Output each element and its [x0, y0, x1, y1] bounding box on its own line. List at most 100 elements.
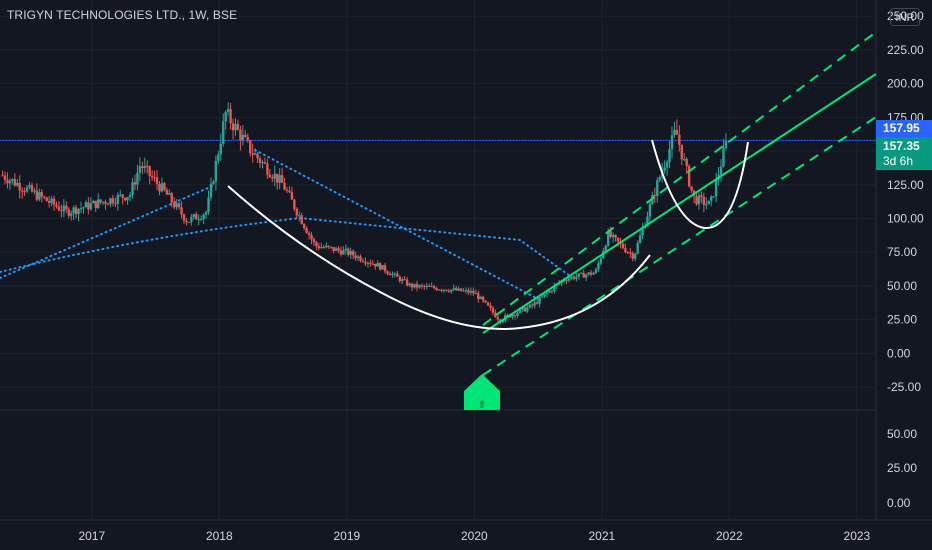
candle-body — [190, 216, 193, 223]
candle-body — [584, 274, 588, 278]
candle-body — [580, 272, 583, 274]
candle-body — [575, 276, 578, 279]
candle-body — [275, 173, 279, 183]
candle-body — [428, 285, 431, 287]
price-tick-label: 75.00 — [887, 245, 917, 259]
candle-body — [327, 245, 330, 247]
candle-body — [89, 203, 93, 210]
candle-body — [410, 283, 414, 288]
candle-body — [298, 215, 301, 217]
time-tick-label: 2023 — [844, 529, 871, 543]
candle-body — [472, 290, 475, 294]
time-axis[interactable]: 2017 2018 2019 2020 2021 2022 2023 — [78, 529, 870, 543]
candle-body — [84, 202, 88, 208]
candle-body — [638, 235, 642, 244]
candle-body — [359, 256, 362, 261]
drawing-overlays — [227, 31, 877, 376]
candle-body — [67, 209, 70, 216]
time-tick-label: 2019 — [333, 529, 360, 543]
candle-body — [425, 285, 428, 287]
candle-body — [119, 194, 122, 196]
channel-midline — [482, 73, 877, 334]
candle-body — [486, 302, 490, 306]
candle-body — [182, 214, 186, 221]
candle-body — [423, 285, 426, 287]
candle-body — [337, 248, 340, 251]
candle-body — [663, 167, 666, 171]
candle-body — [172, 202, 176, 208]
candle-body — [491, 307, 495, 313]
candle-body — [94, 200, 97, 209]
candle-body — [290, 191, 294, 200]
candle-body — [707, 200, 710, 205]
candle-body — [160, 183, 164, 192]
candle-body — [3, 175, 7, 180]
candle-body — [459, 288, 463, 292]
candle-body — [450, 289, 453, 292]
currency-badge[interactable]: INR — [890, 8, 920, 26]
candle-body — [175, 203, 178, 208]
candle-body — [293, 199, 296, 209]
candle-body — [665, 162, 669, 168]
candle-body — [266, 163, 269, 175]
candle-body — [231, 123, 235, 131]
dotted-trend-line — [0, 217, 301, 273]
candle-body — [518, 309, 522, 313]
candle-body — [695, 196, 698, 205]
candle-body — [280, 175, 284, 183]
candle-body — [222, 121, 225, 144]
candle-body — [405, 279, 409, 286]
candle-body — [388, 273, 392, 276]
candle-body — [47, 201, 51, 203]
candle-body — [146, 165, 149, 167]
symbol-title[interactable]: TRIGYN TECHNOLOGIES LTD., 1W, BSE — [7, 8, 238, 22]
indicator-axis[interactable]: 50.00 25.00 0.00 — [887, 427, 917, 510]
candle-body — [646, 216, 649, 227]
price-tick-label: 25.00 — [887, 313, 917, 327]
candle-body — [430, 286, 433, 288]
candle-body — [535, 302, 539, 304]
candle-body — [705, 204, 708, 206]
candle-body — [481, 296, 485, 301]
candle-body — [349, 251, 352, 255]
candle-body — [133, 182, 137, 185]
candle-body — [374, 263, 377, 267]
candle-body — [121, 194, 124, 198]
candle-body — [138, 166, 142, 173]
candle-body — [479, 296, 482, 299]
candle-body — [403, 279, 406, 281]
candle-body — [170, 193, 173, 203]
candle-body — [317, 246, 321, 249]
price-tick-label: 250.00 — [887, 9, 924, 23]
candle-body — [393, 273, 397, 275]
candle-body — [224, 111, 227, 122]
candle-body — [8, 180, 12, 184]
candle-body — [690, 186, 693, 191]
time-tick-label: 2018 — [206, 529, 233, 543]
price-tick-label: -25.00 — [887, 380, 921, 394]
candle-body — [192, 214, 196, 217]
candle-body — [344, 248, 348, 251]
candle-body — [219, 143, 222, 155]
candle-body — [214, 160, 218, 182]
candle-body — [322, 247, 325, 249]
candle-body — [268, 174, 272, 178]
candle-body — [165, 189, 169, 195]
candle-body — [489, 305, 492, 308]
candle-body — [241, 134, 245, 141]
candle-body — [673, 130, 676, 136]
candle-body — [523, 307, 527, 312]
candle-body — [464, 290, 468, 292]
candle-body — [354, 255, 357, 259]
candle-body — [302, 224, 306, 229]
candle-body — [202, 214, 205, 219]
candle-body — [538, 297, 541, 304]
candle-body — [150, 175, 154, 178]
price-tick-label: 100.00 — [887, 211, 924, 225]
candle-body — [199, 218, 203, 220]
candle-body — [364, 261, 367, 264]
candle-body — [20, 190, 24, 192]
candle-body — [288, 190, 291, 192]
